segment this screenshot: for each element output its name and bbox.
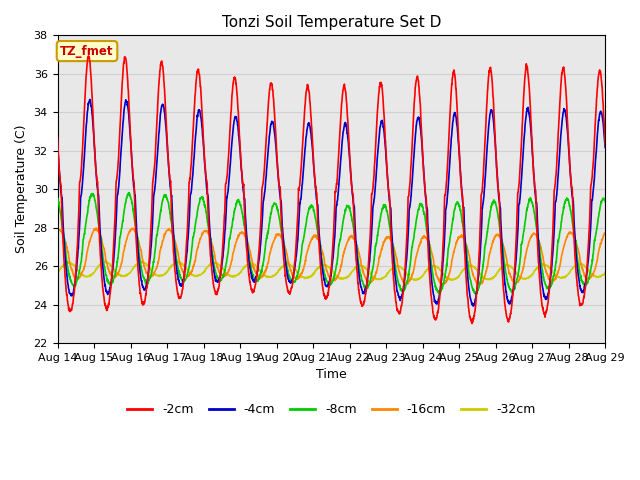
-2cm (491, 128, 499, 133)
-4cm (491, 135, 499, 141)
-2cm (568, 194, 576, 200)
-32cm (412, 277, 420, 283)
-32cm (602, 270, 609, 276)
-2cm (54, 135, 61, 141)
-2cm (207, 253, 214, 259)
-32cm (568, 265, 576, 271)
-2cm (348, 179, 355, 184)
-32cm (491, 274, 499, 279)
-16cm (438, 283, 445, 288)
-8cm (125, 190, 133, 195)
-8cm (554, 248, 561, 254)
Line: -4cm: -4cm (58, 99, 605, 306)
-16cm (491, 234, 499, 240)
-4cm (554, 186, 561, 192)
Legend: -2cm, -4cm, -8cm, -16cm, -32cm: -2cm, -4cm, -8cm, -16cm, -32cm (122, 398, 541, 421)
-4cm (469, 303, 477, 309)
-16cm (568, 231, 576, 237)
-4cm (359, 289, 367, 295)
-8cm (568, 220, 576, 226)
-8cm (359, 281, 367, 287)
-4cm (86, 96, 93, 102)
-8cm (472, 291, 479, 297)
-32cm (554, 274, 561, 279)
-2cm (359, 302, 367, 308)
-4cm (348, 178, 355, 183)
Title: Tonzi Soil Temperature Set D: Tonzi Soil Temperature Set D (221, 15, 441, 30)
Line: -32cm: -32cm (58, 262, 605, 280)
-16cm (602, 230, 609, 236)
-16cm (207, 236, 214, 241)
-32cm (138, 259, 145, 264)
-2cm (84, 53, 92, 59)
Y-axis label: Soil Temperature (C): Soil Temperature (C) (15, 125, 28, 253)
-16cm (359, 268, 367, 274)
-2cm (554, 150, 561, 156)
Line: -8cm: -8cm (58, 192, 605, 294)
-16cm (54, 228, 61, 234)
-4cm (54, 139, 61, 145)
-8cm (602, 199, 609, 204)
-4cm (568, 195, 576, 201)
-32cm (207, 262, 214, 267)
-32cm (359, 264, 367, 269)
-16cm (92, 225, 100, 231)
-8cm (348, 212, 355, 218)
Text: TZ_fmet: TZ_fmet (60, 45, 114, 58)
X-axis label: Time: Time (316, 368, 347, 381)
-4cm (207, 237, 214, 242)
-2cm (468, 321, 476, 326)
-4cm (602, 144, 609, 150)
-16cm (348, 233, 355, 239)
Line: -16cm: -16cm (58, 228, 605, 286)
-8cm (54, 196, 61, 202)
-32cm (348, 270, 355, 276)
-32cm (54, 270, 61, 276)
-16cm (554, 271, 561, 277)
-2cm (602, 142, 609, 148)
-8cm (207, 237, 214, 242)
-8cm (491, 199, 499, 204)
Line: -2cm: -2cm (58, 56, 605, 324)
